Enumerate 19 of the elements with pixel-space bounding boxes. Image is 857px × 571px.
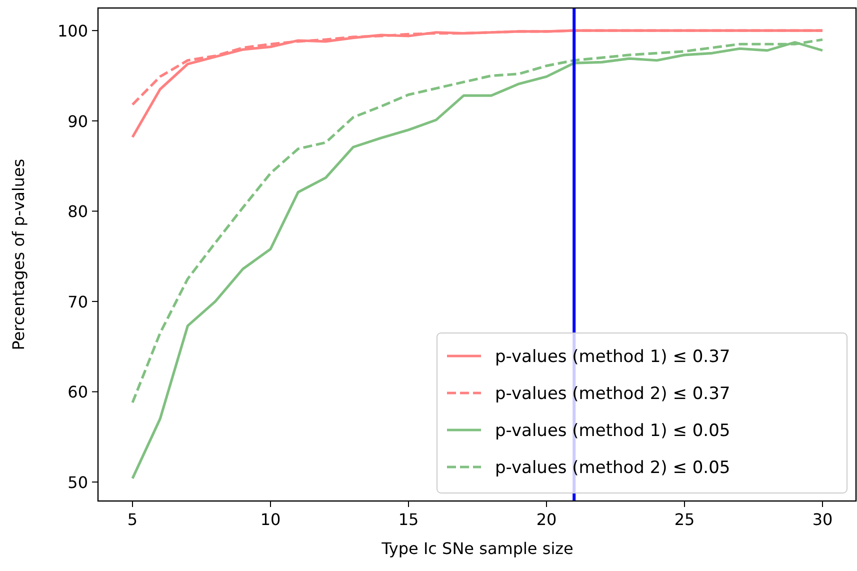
x-tick-label: 15 [398, 510, 419, 529]
line-series [131, 41, 824, 480]
y-axis-title: Percentages of p-values [9, 158, 28, 350]
x-tick-label: 20 [536, 510, 557, 529]
y-tick-label: 60 [68, 382, 88, 402]
y-tick-label: 80 [68, 202, 88, 222]
legend-label: p-values (method 1) ≤ 0.05 [495, 421, 730, 441]
legend-label: p-values (method 1) ≤ 0.37 [495, 347, 730, 367]
x-axis-title: Type Ic SNe sample size [380, 539, 574, 558]
x-tick-label: 30 [812, 510, 833, 529]
y-tick-label: 50 [68, 473, 88, 492]
y-tick-label: 90 [68, 112, 88, 131]
legend-label: p-values (method 2) ≤ 0.05 [495, 458, 730, 478]
x-tick-label: 25 [674, 510, 695, 529]
x-tick-label: 10 [260, 510, 281, 529]
x-tick-label: 5 [127, 510, 138, 529]
legend-label: p-values (method 2) ≤ 0.37 [495, 384, 730, 404]
y-tick-label: 100 [57, 22, 88, 41]
y-tick-label: 70 [68, 292, 88, 312]
